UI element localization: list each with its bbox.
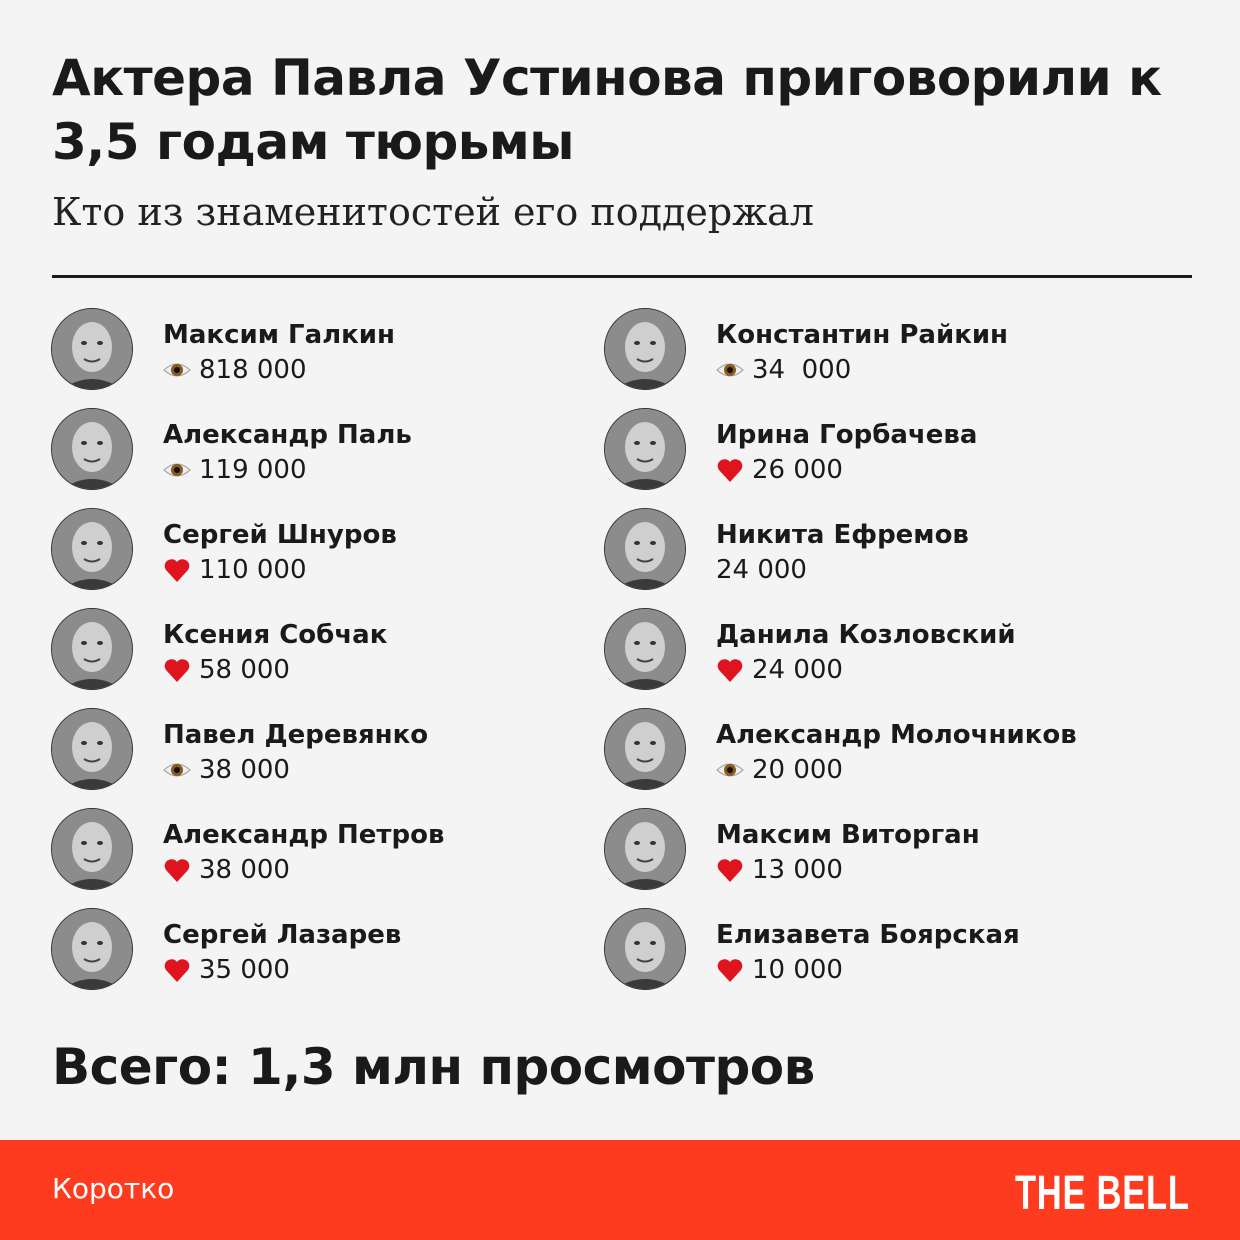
avatar xyxy=(604,508,686,590)
avatar xyxy=(604,708,686,790)
heart-icon xyxy=(163,957,191,983)
avatar xyxy=(51,808,133,890)
view-count: 24 000 xyxy=(716,555,807,585)
the-bell-logo: THE BELL xyxy=(1015,1167,1190,1220)
person-name: Данила Козловский xyxy=(716,620,1016,650)
person-stat: 35 000 xyxy=(163,955,290,985)
person-name: Никита Ефремов xyxy=(716,520,969,550)
heart-icon xyxy=(716,857,744,883)
view-count: 26 000 xyxy=(752,455,843,485)
person-stat: 13 000 xyxy=(716,855,843,885)
person-stat: 38 000 xyxy=(163,755,290,785)
avatar xyxy=(604,608,686,690)
person-name: Александр Петров xyxy=(163,820,445,850)
eye-icon xyxy=(163,457,191,483)
person-stat: 58 000 xyxy=(163,655,290,685)
view-count: 20 000 xyxy=(752,755,843,785)
person-name: Максим Галкин xyxy=(163,320,395,350)
heart-icon xyxy=(163,657,191,683)
page-title: Актера Павла Устинова приговорили к 3,5 … xyxy=(52,49,1162,171)
view-count: 13 000 xyxy=(752,855,843,885)
person-item: Данила Козловский 24 000 xyxy=(604,608,1144,708)
heart-icon xyxy=(716,457,744,483)
person-item: Александр Паль 119 000 xyxy=(51,408,591,508)
person-stat: 38 000 xyxy=(163,855,290,885)
section-label: Коротко xyxy=(52,1172,175,1205)
avatar xyxy=(604,308,686,390)
person-item: Максим Виторган 13 000 xyxy=(604,808,1144,908)
subtitle: Кто из знаменитостей его поддержал xyxy=(52,190,814,234)
person-item: Никита Ефремов 24 000 xyxy=(604,508,1144,608)
eye-icon xyxy=(716,357,744,383)
view-count: 58 000 xyxy=(199,655,290,685)
heart-icon xyxy=(716,957,744,983)
person-stat: 26 000 xyxy=(716,455,843,485)
person-item: Константин Райкин 34 000 xyxy=(604,308,1144,408)
person-name: Александр Паль xyxy=(163,420,412,450)
heart-icon xyxy=(163,557,191,583)
avatar xyxy=(51,908,133,990)
avatar xyxy=(51,408,133,490)
view-count: 119 000 xyxy=(199,455,307,485)
person-name: Павел Деревянко xyxy=(163,720,429,750)
person-stat: 10 000 xyxy=(716,955,843,985)
avatar xyxy=(604,808,686,890)
person-name: Елизавета Боярская xyxy=(716,920,1020,950)
divider xyxy=(52,275,1192,278)
left-column: Максим Галкин 818 000 Александр Паль 119… xyxy=(51,308,591,1008)
eye-icon xyxy=(163,357,191,383)
person-name: Константин Райкин xyxy=(716,320,1009,350)
person-item: Ксения Собчак 58 000 xyxy=(51,608,591,708)
person-item: Максим Галкин 818 000 xyxy=(51,308,591,408)
view-count: 35 000 xyxy=(199,955,290,985)
footer-bar: Коротко THE BELL xyxy=(0,1140,1240,1240)
person-stat: 110 000 xyxy=(163,555,307,585)
avatar xyxy=(51,708,133,790)
view-count: 38 000 xyxy=(199,855,290,885)
avatar xyxy=(604,908,686,990)
person-name: Александр Молочников xyxy=(716,720,1077,750)
view-count: 10 000 xyxy=(752,955,843,985)
person-name: Ксения Собчак xyxy=(163,620,388,650)
person-item: Елизавета Боярская 10 000 xyxy=(604,908,1144,1008)
person-item: Александр Молочников 20 000 xyxy=(604,708,1144,808)
heart-icon xyxy=(163,857,191,883)
person-stat: 24 000 xyxy=(716,655,843,685)
person-stat: 20 000 xyxy=(716,755,843,785)
total-views: Всего: 1,3 млн просмотров xyxy=(52,1038,815,1096)
right-column: Константин Райкин 34 000 Ирина Горбачева… xyxy=(604,308,1144,1008)
person-item: Ирина Горбачева 26 000 xyxy=(604,408,1144,508)
person-item: Сергей Лазарев 35 000 xyxy=(51,908,591,1008)
person-stat: 818 000 xyxy=(163,355,307,385)
view-count: 110 000 xyxy=(199,555,307,585)
avatar xyxy=(51,308,133,390)
avatar xyxy=(51,508,133,590)
eye-icon xyxy=(716,757,744,783)
person-item: Александр Петров 38 000 xyxy=(51,808,591,908)
person-item: Сергей Шнуров 110 000 xyxy=(51,508,591,608)
view-count: 34 000 xyxy=(752,355,852,385)
avatar xyxy=(51,608,133,690)
person-name: Сергей Лазарев xyxy=(163,920,402,950)
person-name: Ирина Горбачева xyxy=(716,420,978,450)
person-name: Сергей Шнуров xyxy=(163,520,397,550)
view-count: 818 000 xyxy=(199,355,307,385)
person-item: Павел Деревянко 38 000 xyxy=(51,708,591,808)
view-count: 24 000 xyxy=(752,655,843,685)
person-name: Максим Виторган xyxy=(716,820,980,850)
person-stat: 119 000 xyxy=(163,455,307,485)
person-stat: 34 000 xyxy=(716,355,851,385)
person-stat: 24 000 xyxy=(716,555,807,585)
heart-icon xyxy=(716,657,744,683)
view-count: 38 000 xyxy=(199,755,290,785)
eye-icon xyxy=(163,757,191,783)
avatar xyxy=(604,408,686,490)
